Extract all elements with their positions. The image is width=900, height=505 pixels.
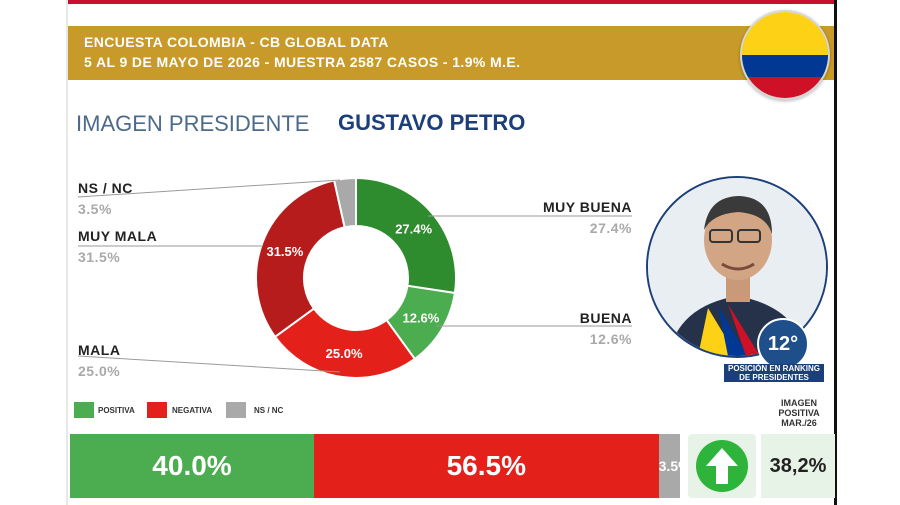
ranking-badge: 12°	[757, 318, 809, 370]
president-portrait	[646, 176, 828, 358]
pct-ns-nc: 3.5%	[78, 201, 112, 217]
legend-label-negativa: NEGATIVA	[172, 406, 213, 415]
frame-left-border	[66, 0, 68, 505]
pct-muy-mala: 31.5%	[78, 249, 121, 265]
frame-right-border	[834, 0, 837, 505]
pct-buena: 12.6%	[589, 331, 632, 347]
donut-value-muy-buena: 27.4%	[395, 221, 432, 236]
banner-line-2: 5 AL 9 DE MAYO DE 2026 - MUESTRA 2587 CA…	[84, 54, 521, 70]
donut-slice-muy-mala	[255, 179, 346, 339]
heading-name: GUSTAVO PETRO	[338, 110, 526, 135]
leader-line-mala	[77, 355, 341, 373]
survey-banner	[68, 26, 834, 80]
legend-swatch-ns-nc	[226, 402, 246, 418]
donut-slice-muy-buena	[355, 176, 457, 295]
label-buena: BUENA	[579, 310, 632, 326]
legend-label-positiva: POSITIVA	[98, 406, 135, 415]
donut-value-muy-mala: 31.5%	[266, 244, 303, 259]
pct-muy-buena: 27.4%	[589, 220, 632, 236]
colombia-flag-icon	[740, 10, 830, 100]
previous-image-caption: IMAGEN POSITIVA MAR./26	[778, 398, 820, 428]
donut-slice-ns-nc	[332, 176, 357, 229]
bar-negativa: 56.5%	[314, 434, 659, 498]
leader-line-ns-nc	[77, 179, 341, 198]
ranking-caption: POSICIÓN EN RANKING DE PRESIDENTES	[724, 364, 824, 382]
heading-prefix: IMAGEN PRESIDENTE	[76, 111, 310, 136]
legend-label-ns-nc: NS / NC	[254, 406, 284, 415]
label-muy-mala: MUY MALA	[78, 228, 158, 244]
top-accent-bar	[68, 0, 834, 4]
label-ns-nc: NS / NC	[78, 180, 133, 196]
donut-slice-mala	[273, 307, 417, 379]
bar-ns-nc: 3.5%	[658, 434, 691, 498]
label-muy-buena: MUY BUENA	[542, 199, 632, 215]
bar-positiva: 40.0%	[70, 434, 314, 498]
pct-mala: 25.0%	[78, 363, 121, 379]
legend-swatch-negativa	[147, 402, 167, 418]
previous-positive-value: 38,2%	[761, 434, 835, 498]
donut-value-buena: 12.6%	[402, 311, 439, 326]
banner-line-1: ENCUESTA COLOMBIA - CB GLOBAL DATA	[84, 34, 389, 50]
legend-swatch-positiva	[74, 402, 94, 418]
trend-box	[688, 434, 756, 498]
donut-value-mala: 25.0%	[326, 346, 363, 361]
label-mala: MALA	[78, 342, 121, 358]
arrow-up-icon	[696, 440, 748, 492]
